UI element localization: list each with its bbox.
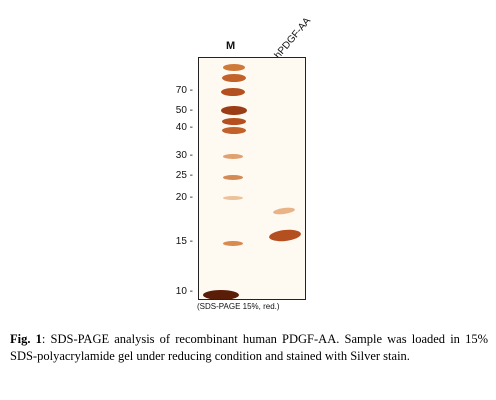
sample-band-major	[268, 228, 302, 243]
marker-band	[221, 88, 245, 96]
figure-caption: Fig. 1: SDS-PAGE analysis of recombinant…	[10, 331, 488, 365]
figure-caption-text: : SDS-PAGE analysis of recombinant human…	[10, 332, 488, 363]
gel-image	[198, 57, 306, 300]
marker-band	[203, 290, 239, 299]
lane-label-marker: M	[226, 40, 236, 52]
sample-band-minor	[272, 206, 296, 216]
marker-band	[223, 241, 243, 246]
mw-label-25: 25 -	[175, 170, 193, 181]
marker-band	[222, 127, 246, 134]
marker-band	[222, 118, 246, 125]
marker-band	[223, 175, 243, 180]
marker-band	[223, 64, 245, 71]
mw-label-40: 40 -	[175, 122, 193, 133]
mw-label-70: 70 -	[175, 85, 193, 96]
gel-note: (SDS-PAGE 15%, red.)	[197, 302, 280, 311]
mw-label-10: 10 -	[175, 286, 193, 297]
lane-label-sample: hPDGF-AA	[272, 15, 314, 62]
mw-label-15: 15 -	[175, 236, 193, 247]
mw-label-50: 50 -	[175, 105, 193, 116]
marker-band	[223, 154, 243, 159]
mw-label-20: 20 -	[175, 192, 193, 203]
figure-label: Fig. 1	[10, 332, 42, 346]
mw-label-30: 30 -	[175, 150, 193, 161]
marker-band	[222, 74, 246, 82]
marker-band	[223, 196, 243, 200]
marker-band	[221, 106, 247, 115]
